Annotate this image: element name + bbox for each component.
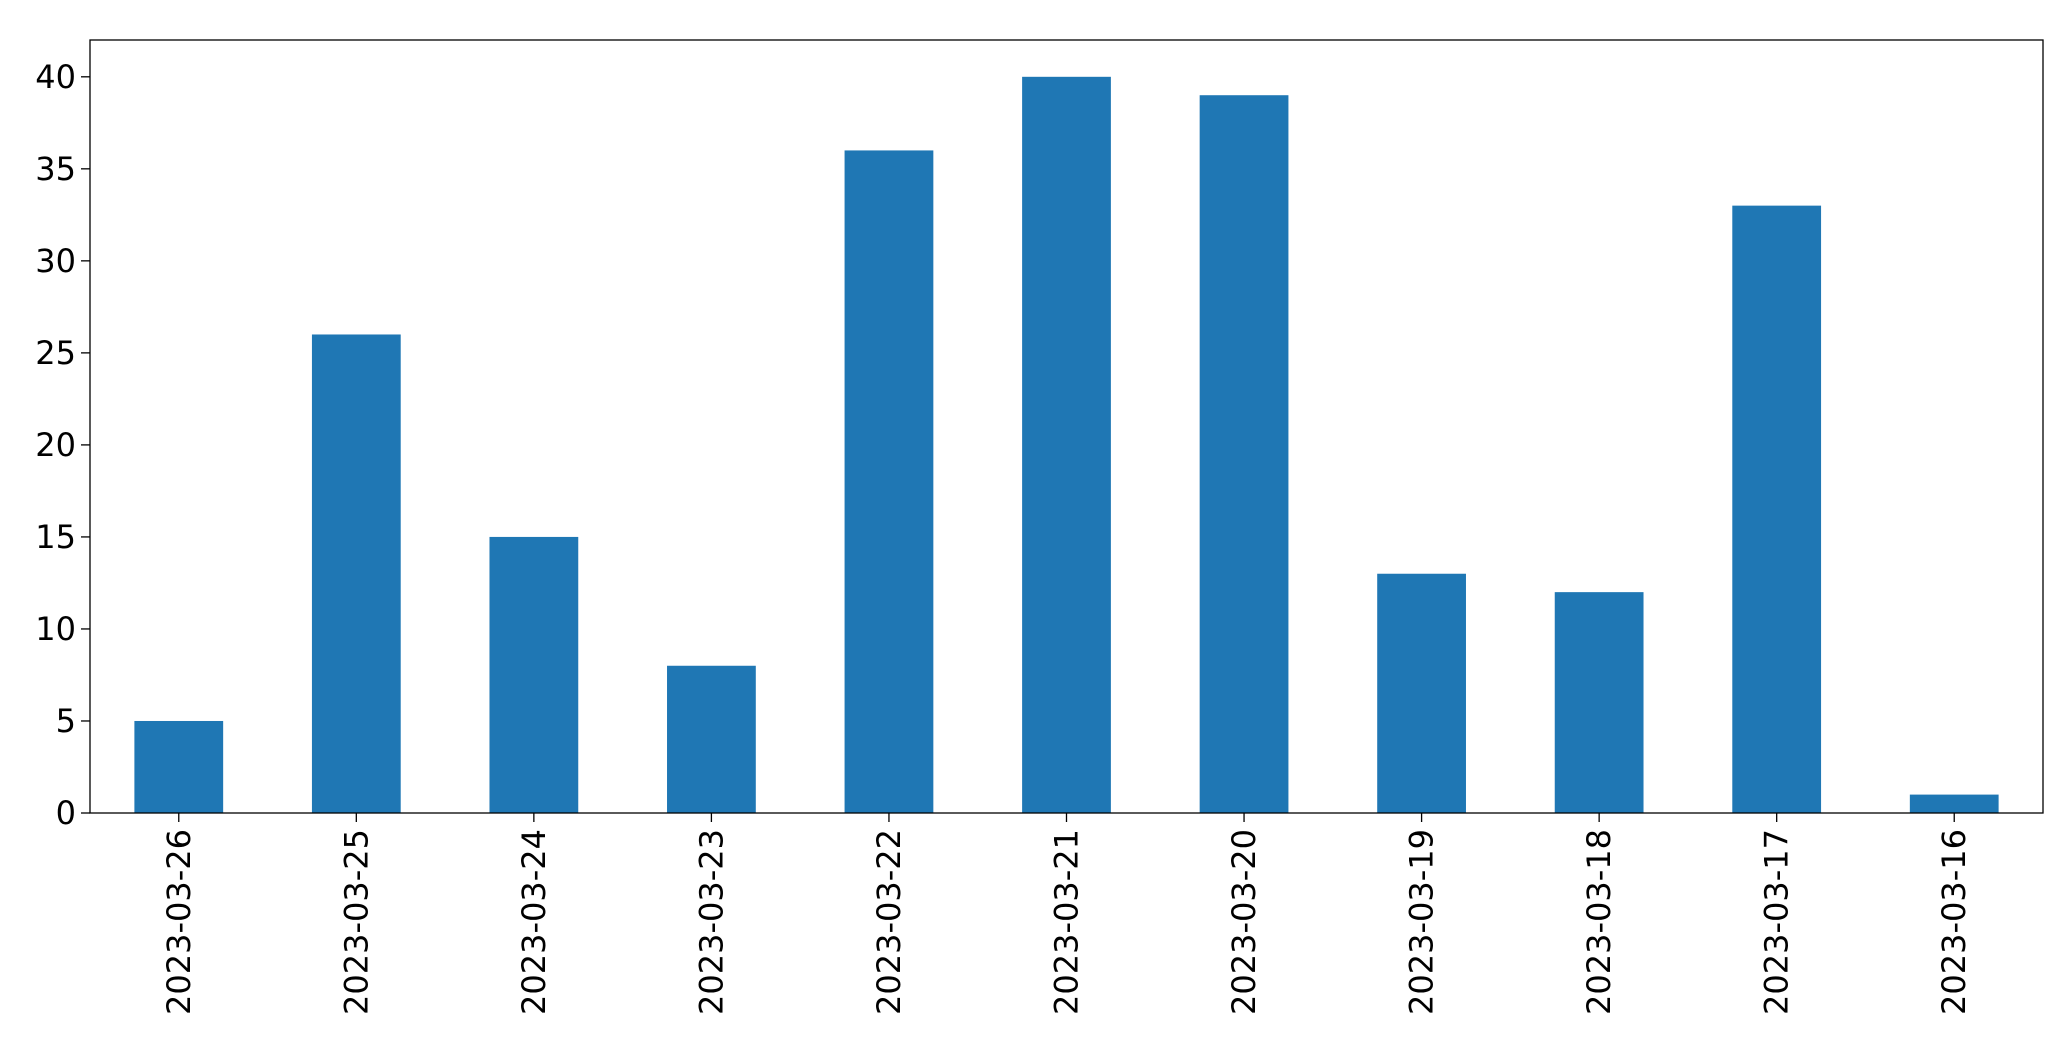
x-tick-label: 2023-03-16 — [1935, 829, 1973, 1015]
bar-2023-03-21 — [1022, 76, 1111, 814]
x-tick-label: 2023-03-26 — [160, 829, 198, 1015]
y-tick-label: 20 — [35, 426, 76, 464]
x-axis: 2023-03-26 2023-03-25 2023-03-24 2023-03-23… — [160, 813, 1973, 1015]
bar-2023-03-24 — [489, 536, 579, 813]
x-tick-label: 2023-03-19 — [1403, 829, 1441, 1015]
bars — [134, 76, 1999, 814]
y-tick-label: 35 — [35, 150, 76, 188]
x-tick-label: 2023-03-18 — [1580, 829, 1618, 1015]
bar-2023-03-26 — [134, 720, 224, 813]
plot-frame — [89, 39, 2044, 814]
x-tick-label: 2023-03-17 — [1758, 829, 1796, 1015]
y-tick-label: 40 — [35, 58, 76, 96]
bar-2023-03-23 — [667, 665, 756, 813]
bar-2023-03-17 — [1732, 205, 1822, 814]
y-axis: 0 5 10 15 20 25 30 35 40 — [35, 58, 90, 832]
y-tick-label: 30 — [35, 242, 76, 280]
bar-2023-03-22 — [844, 150, 934, 813]
x-tick-label: 2023-03-25 — [337, 829, 375, 1015]
x-tick-label: 2023-03-21 — [1048, 829, 1086, 1015]
bar-2023-03-19 — [1377, 573, 1466, 813]
x-tick-label: 2023-03-24 — [515, 829, 553, 1015]
y-tick-label: 0 — [56, 794, 76, 832]
x-tick-label: 2023-03-23 — [692, 829, 730, 1015]
bar-2023-03-16 — [1909, 794, 1999, 813]
x-tick-label: 2023-03-22 — [870, 829, 908, 1015]
bar-2023-03-20 — [1199, 95, 1289, 813]
bar-2023-03-18 — [1554, 592, 1644, 813]
bar-2023-03-25 — [311, 334, 401, 813]
y-tick-label: 25 — [35, 334, 76, 372]
x-tick-label: 2023-03-20 — [1225, 829, 1263, 1015]
y-tick-label: 15 — [35, 518, 76, 556]
y-tick-label: 10 — [35, 610, 76, 648]
y-tick-label: 5 — [56, 702, 76, 740]
